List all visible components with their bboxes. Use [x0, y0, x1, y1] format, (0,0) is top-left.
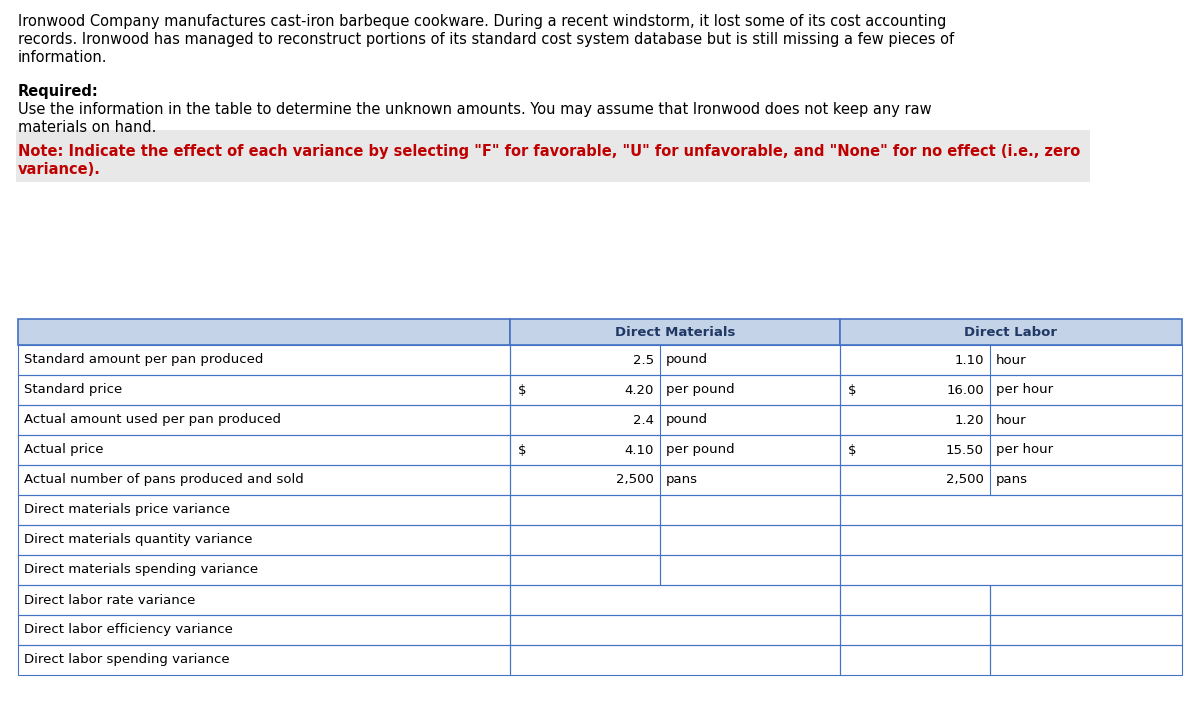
- Bar: [510, 555, 660, 585]
- Text: per hour: per hour: [996, 443, 1054, 456]
- Text: 2.5: 2.5: [632, 353, 654, 366]
- Bar: [18, 525, 510, 555]
- Bar: [510, 375, 840, 405]
- Text: Direct materials spending variance: Direct materials spending variance: [24, 563, 258, 576]
- Bar: [840, 375, 1182, 405]
- Bar: [990, 645, 1182, 675]
- Bar: [840, 555, 1182, 585]
- Bar: [16, 130, 1090, 182]
- Bar: [510, 525, 660, 555]
- Text: pound: pound: [666, 353, 708, 366]
- Bar: [18, 615, 510, 645]
- Bar: [510, 345, 840, 375]
- Bar: [840, 465, 1182, 495]
- Bar: [840, 585, 990, 615]
- Bar: [840, 495, 1182, 525]
- Text: Direct labor efficiency variance: Direct labor efficiency variance: [24, 623, 233, 636]
- Text: $: $: [518, 383, 527, 396]
- Text: hour: hour: [996, 353, 1027, 366]
- Text: per pound: per pound: [666, 383, 734, 396]
- Bar: [660, 555, 840, 585]
- Bar: [840, 615, 990, 645]
- Text: Direct materials price variance: Direct materials price variance: [24, 503, 230, 516]
- Bar: [510, 465, 840, 495]
- Bar: [510, 645, 840, 675]
- Text: records. Ironwood has managed to reconstruct portions of its standard cost syste: records. Ironwood has managed to reconst…: [18, 32, 954, 47]
- Bar: [18, 465, 510, 495]
- Text: 2,500: 2,500: [946, 473, 984, 486]
- Text: 1.20: 1.20: [954, 413, 984, 426]
- Text: Direct labor spending variance: Direct labor spending variance: [24, 653, 229, 666]
- Bar: [18, 405, 510, 435]
- Text: pans: pans: [996, 473, 1028, 486]
- Bar: [990, 615, 1182, 645]
- Text: 16.00: 16.00: [947, 383, 984, 396]
- Text: Required:: Required:: [18, 84, 98, 99]
- Text: Note: Indicate the effect of each variance by selecting "F" for favorable, "U" f: Note: Indicate the effect of each varian…: [18, 144, 1080, 159]
- Bar: [18, 645, 510, 675]
- Bar: [840, 345, 1182, 375]
- Text: variance).: variance).: [18, 162, 101, 177]
- Text: Direct Materials: Direct Materials: [614, 326, 736, 338]
- Bar: [510, 585, 840, 615]
- Text: Direct Labor: Direct Labor: [965, 326, 1057, 338]
- Text: Actual amount used per pan produced: Actual amount used per pan produced: [24, 413, 281, 426]
- Text: 2,500: 2,500: [616, 473, 654, 486]
- Bar: [510, 495, 660, 525]
- Text: Direct materials quantity variance: Direct materials quantity variance: [24, 533, 252, 546]
- Bar: [840, 319, 1182, 345]
- Text: per hour: per hour: [996, 383, 1054, 396]
- Text: pound: pound: [666, 413, 708, 426]
- Bar: [18, 375, 510, 405]
- Text: Use the information in the table to determine the unknown amounts. You may assum: Use the information in the table to dete…: [18, 102, 931, 117]
- Text: Standard amount per pan produced: Standard amount per pan produced: [24, 353, 263, 366]
- Text: Standard price: Standard price: [24, 383, 122, 396]
- Bar: [18, 555, 510, 585]
- Text: Actual price: Actual price: [24, 443, 103, 456]
- Bar: [840, 645, 990, 675]
- Text: materials on hand.: materials on hand.: [18, 120, 156, 135]
- Bar: [510, 435, 840, 465]
- Text: information.: information.: [18, 50, 108, 65]
- Bar: [840, 405, 1182, 435]
- Bar: [18, 345, 510, 375]
- Bar: [18, 319, 510, 345]
- Text: 1.10: 1.10: [954, 353, 984, 366]
- Bar: [990, 585, 1182, 615]
- Bar: [510, 405, 840, 435]
- Text: 4.20: 4.20: [625, 383, 654, 396]
- Text: per pound: per pound: [666, 443, 734, 456]
- Bar: [660, 495, 840, 525]
- Bar: [18, 435, 510, 465]
- Bar: [510, 615, 840, 645]
- Bar: [660, 525, 840, 555]
- Text: $: $: [848, 443, 857, 456]
- Text: $: $: [518, 443, 527, 456]
- Text: pans: pans: [666, 473, 698, 486]
- Text: 2.4: 2.4: [634, 413, 654, 426]
- Text: 4.10: 4.10: [625, 443, 654, 456]
- Text: $: $: [848, 383, 857, 396]
- Bar: [840, 525, 1182, 555]
- Text: hour: hour: [996, 413, 1027, 426]
- Text: 15.50: 15.50: [946, 443, 984, 456]
- Text: Direct labor rate variance: Direct labor rate variance: [24, 593, 196, 606]
- Text: Actual number of pans produced and sold: Actual number of pans produced and sold: [24, 473, 304, 486]
- Bar: [18, 585, 510, 615]
- Bar: [18, 495, 510, 525]
- Bar: [840, 435, 1182, 465]
- Text: Ironwood Company manufactures cast-iron barbeque cookware. During a recent winds: Ironwood Company manufactures cast-iron …: [18, 14, 947, 29]
- Bar: [510, 319, 840, 345]
